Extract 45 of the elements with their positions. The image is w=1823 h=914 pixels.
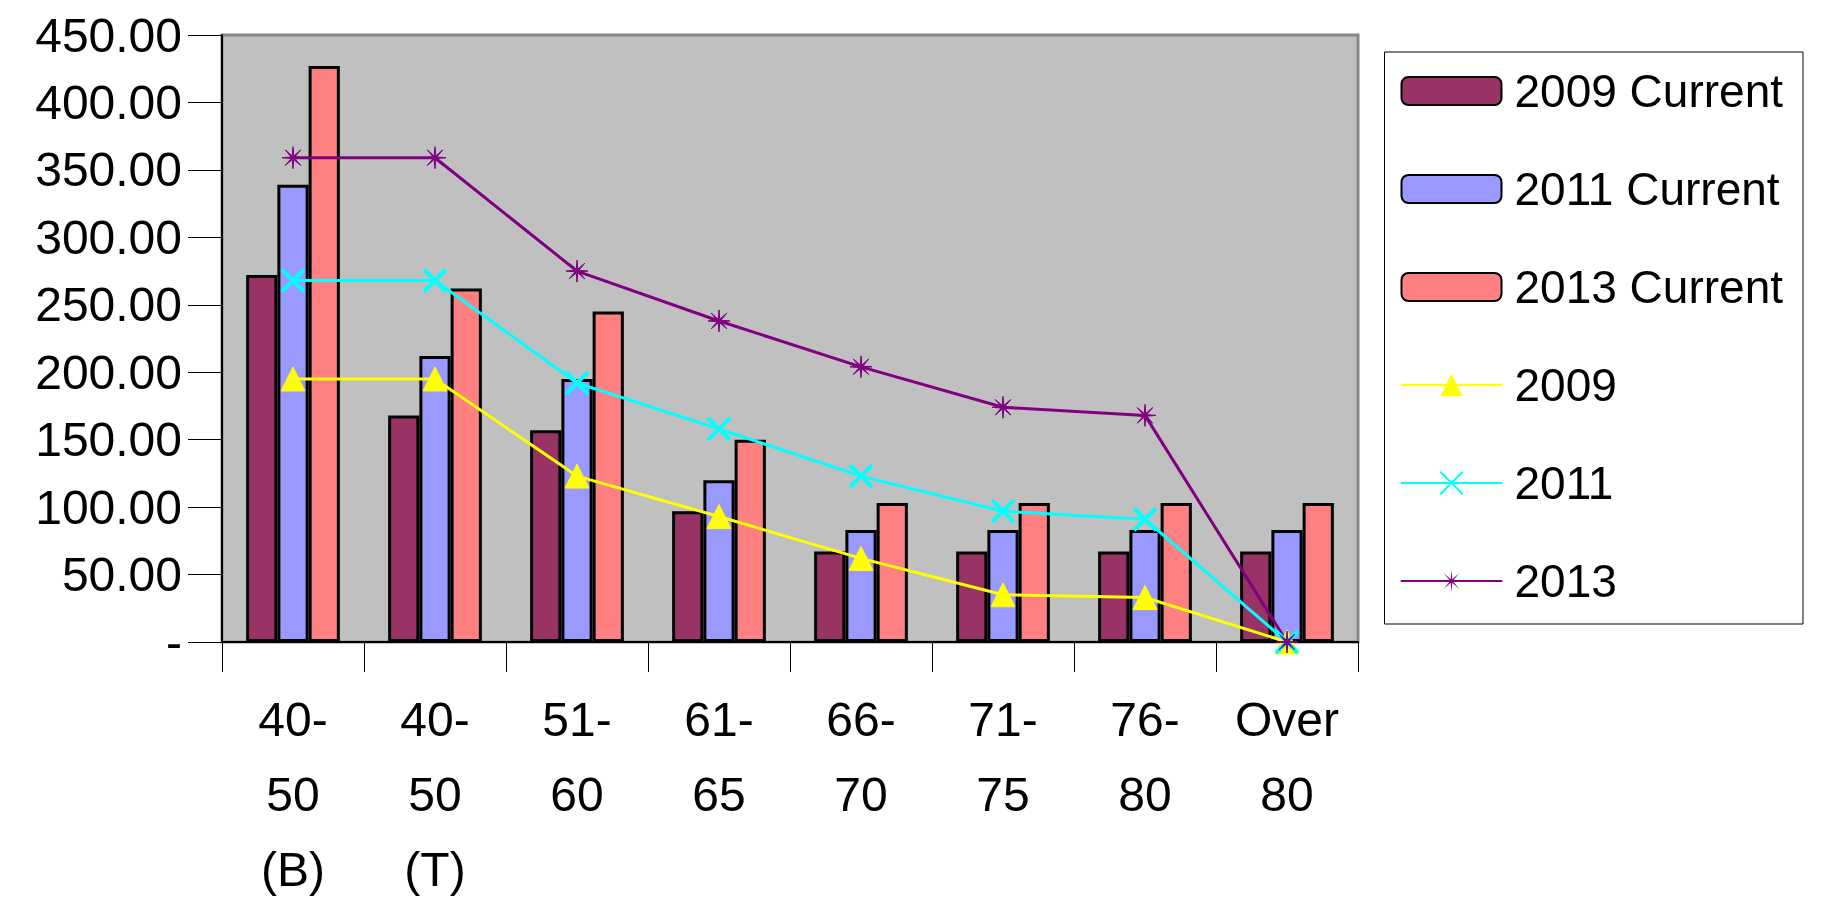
- x-tick-label: 61-65: [684, 693, 754, 821]
- point: [280, 366, 306, 392]
- point: [281, 146, 305, 170]
- legend-label: 2011 Current: [1514, 163, 1780, 215]
- point: [422, 267, 448, 294]
- x-tick-label: 71-75: [968, 693, 1038, 821]
- y-tick-label: 400.00: [35, 75, 182, 129]
- point: [848, 463, 874, 490]
- point: [991, 395, 1015, 419]
- x-tick-label: Over 80: [1234, 693, 1340, 821]
- point: [1132, 584, 1158, 610]
- x-tick-label: 40-50 (T): [400, 693, 470, 896]
- point: [990, 582, 1016, 608]
- point: [1132, 506, 1158, 533]
- y-tick-label: 300.00: [35, 210, 182, 264]
- y-tick-label: 450.00: [35, 8, 182, 62]
- x-tick-label: 51-60: [542, 693, 612, 821]
- y-tick-label: 250.00: [35, 278, 182, 332]
- point: [990, 498, 1016, 525]
- x-tick-label: 40-50 (B): [258, 693, 328, 896]
- point: [565, 259, 589, 283]
- point: [564, 463, 590, 489]
- point: [706, 415, 732, 442]
- y-tick-label: -: [166, 615, 182, 669]
- point: [848, 545, 874, 571]
- y-tick-label: 100.00: [35, 480, 182, 534]
- point: [707, 309, 731, 333]
- point: [422, 366, 448, 392]
- y-tick-label: 50.00: [61, 548, 182, 602]
- y-tick-label: 350.00: [35, 143, 182, 197]
- legend-label: 2011: [1514, 457, 1614, 509]
- x-tick-label: 76-80: [1110, 693, 1180, 821]
- y-tick-label: 200.00: [35, 345, 182, 399]
- point: [423, 146, 447, 170]
- point: [849, 355, 873, 379]
- point: [706, 504, 732, 530]
- point: [564, 370, 590, 397]
- point: [280, 267, 306, 294]
- y-tick-label: 150.00: [35, 413, 182, 467]
- legend-label: 2013 Current: [1514, 261, 1784, 313]
- legend-label: 2009 Current: [1514, 65, 1784, 117]
- point: [1133, 403, 1157, 427]
- legend-label: 2013: [1514, 555, 1617, 607]
- x-tick-label: 66-70: [826, 693, 896, 821]
- legend-label: 2009: [1514, 359, 1617, 411]
